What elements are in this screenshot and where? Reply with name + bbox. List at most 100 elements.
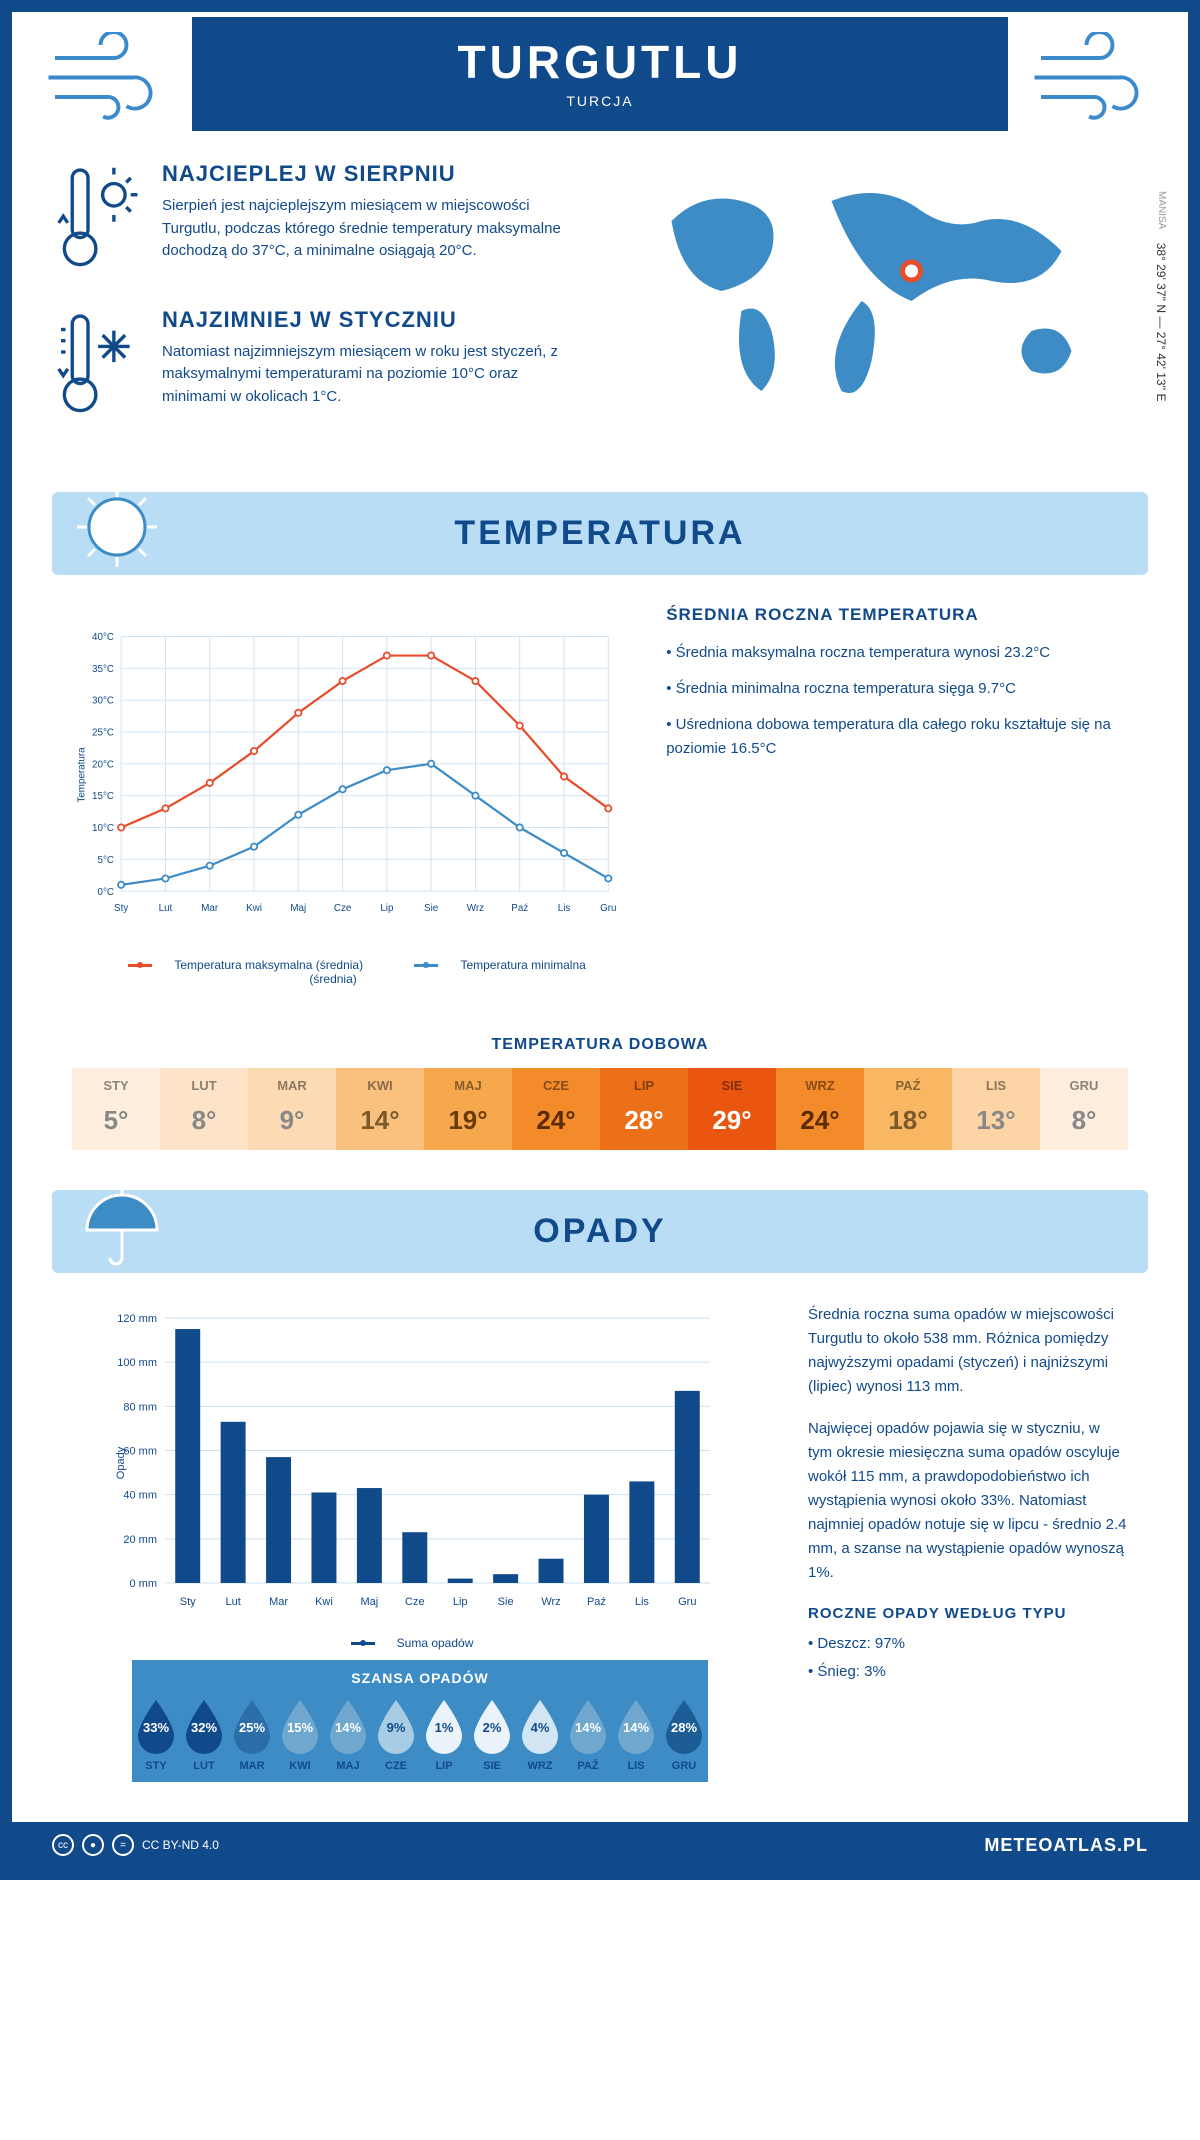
svg-text:Sie: Sie xyxy=(424,903,439,914)
umbrella-icon xyxy=(72,1180,162,1270)
coldest-title: NAJZIMNIEJ W STYCZNIU xyxy=(162,307,585,333)
wind-icon-left xyxy=(42,32,172,122)
temperature-section-header: TEMPERATURA xyxy=(52,492,1148,575)
header-area: TURGUTLU TURCJA xyxy=(12,12,1188,131)
svg-text:Sie: Sie xyxy=(498,1596,514,1608)
precipitation-by-type: ROCZNE OPADY WEDŁUG TYPU • Deszcz: 97%• … xyxy=(808,1605,1128,1684)
thermometer-snow-icon xyxy=(52,307,142,425)
brand-label: METEOATLAS.PL xyxy=(984,1835,1148,1856)
cc-icon: cc xyxy=(52,1834,74,1856)
svg-text:Lip: Lip xyxy=(453,1596,468,1608)
svg-text:Opady: Opady xyxy=(115,1446,127,1479)
daily-temp-cell: SIE29° xyxy=(688,1068,776,1150)
coords-value: 38° 29' 37'' N — 27° 42' 13'' E xyxy=(1154,243,1168,402)
temp-chart-legend: Temperatura maksymalna (średnia) Tempera… xyxy=(72,958,626,986)
chance-drop: 14%PAŹ xyxy=(564,1696,612,1772)
svg-text:Lut: Lut xyxy=(159,903,173,914)
chance-drop: 9%CZE xyxy=(372,1696,420,1772)
temp-stat-bullet: • Średnia minimalna roczna temperatura s… xyxy=(666,677,1128,701)
svg-text:Lut: Lut xyxy=(225,1596,240,1608)
svg-text:Wrz: Wrz xyxy=(541,1596,560,1608)
svg-text:80 mm: 80 mm xyxy=(123,1401,157,1413)
svg-text:Paź: Paź xyxy=(587,1596,606,1608)
chance-drop: 15%KWI xyxy=(276,1696,324,1772)
chance-drop: 14%LIS xyxy=(612,1696,660,1772)
city-title: TURGUTLU xyxy=(192,35,1008,89)
svg-text:30°C: 30°C xyxy=(92,696,114,707)
svg-text:Sty: Sty xyxy=(114,903,128,914)
intro-section: NAJCIEPLEJ W SIERPNIU Sierpień jest najc… xyxy=(12,131,1188,482)
daily-temp-cell: KWI14° xyxy=(336,1068,424,1150)
daily-temp-cell: GRU8° xyxy=(1040,1068,1128,1150)
svg-text:25°C: 25°C xyxy=(92,728,114,739)
svg-text:Kwi: Kwi xyxy=(315,1596,333,1608)
daily-temp-cell: MAR9° xyxy=(248,1068,336,1150)
precip-type-title: ROCZNE OPADY WEDŁUG TYPU xyxy=(808,1605,1128,1622)
svg-text:Wrz: Wrz xyxy=(467,903,484,914)
daily-temp-title: TEMPERATURA DOBOWA xyxy=(12,1036,1188,1054)
daily-temp-cell: WRZ24° xyxy=(776,1068,864,1150)
precip-type-item: • Śnieg: 3% xyxy=(808,1660,1128,1684)
svg-text:20 mm: 20 mm xyxy=(123,1534,157,1546)
nd-icon: = xyxy=(112,1834,134,1856)
hottest-text: Sierpień jest najcieplejszym miesiącem w… xyxy=(162,195,585,263)
svg-text:Temperatura: Temperatura xyxy=(77,747,88,803)
daily-temp-table: STY5°LUT8°MAR9°KWI14°MAJ19°CZE24°LIP28°S… xyxy=(72,1068,1128,1150)
coordinates: MANISA 38° 29' 37'' N — 27° 42' 13'' E xyxy=(1154,191,1168,401)
daily-temp-cell: CZE24° xyxy=(512,1068,600,1150)
chance-drop: 14%MAJ xyxy=(324,1696,372,1772)
svg-text:Gru: Gru xyxy=(678,1596,696,1608)
temperature-title: TEMPERATURA xyxy=(454,514,745,552)
sun-icon xyxy=(72,482,162,572)
chance-drop: 28%GRU xyxy=(660,1696,708,1772)
title-banner: TURGUTLU TURCJA xyxy=(192,17,1008,131)
svg-text:Cze: Cze xyxy=(405,1596,425,1608)
precipitation-title: OPADY xyxy=(533,1212,666,1250)
world-map: MANISA 38° 29' 37'' N — 27° 42' 13'' E xyxy=(615,161,1148,426)
precip-para-2: Najwięcej opadów pojawia się w styczniu,… xyxy=(808,1417,1128,1585)
svg-text:5°C: 5°C xyxy=(98,855,115,866)
svg-text:40°C: 40°C xyxy=(92,632,114,643)
hottest-block: NAJCIEPLEJ W SIERPNIU Sierpień jest najc… xyxy=(52,161,585,279)
wind-icon-right xyxy=(1028,32,1158,122)
svg-text:Paź: Paź xyxy=(511,903,528,914)
svg-text:20°C: 20°C xyxy=(92,759,114,770)
precipitation-chance-band: SZANSA OPADÓW 33%STY32%LUT25%MAR15%KWI14… xyxy=(132,1660,708,1782)
svg-text:35°C: 35°C xyxy=(92,664,114,675)
svg-text:0 mm: 0 mm xyxy=(130,1578,158,1590)
svg-text:Lis: Lis xyxy=(558,903,571,914)
coldest-text: Natomiast najzimniejszym miesiącem w rok… xyxy=(162,341,585,409)
chance-drop: 25%MAR xyxy=(228,1696,276,1772)
temperature-line-chart: 0°C5°C10°C15°C20°C25°C30°C35°C40°CStyLut… xyxy=(72,605,626,986)
temp-stat-bullet: • Średnia maksymalna roczna temperatura … xyxy=(666,641,1128,665)
temp-stat-bullet: • Uśredniona dobowa temperatura dla całe… xyxy=(666,713,1128,761)
daily-temp-cell: LUT8° xyxy=(160,1068,248,1150)
chance-drop: 33%STY xyxy=(132,1696,180,1772)
svg-text:60 mm: 60 mm xyxy=(123,1446,157,1458)
svg-text:Mar: Mar xyxy=(201,903,219,914)
daily-temp-cell: MAJ19° xyxy=(424,1068,512,1150)
precipitation-description: Średnia roczna suma opadów w miejscowośc… xyxy=(808,1303,1128,1585)
svg-text:Sty: Sty xyxy=(180,1596,196,1608)
chance-drop: 1%LIP xyxy=(420,1696,468,1772)
temp-stats-title: ŚREDNIA ROCZNA TEMPERATURA xyxy=(666,605,1128,625)
svg-text:Maj: Maj xyxy=(290,903,306,914)
daily-temp-cell: LIP28° xyxy=(600,1068,688,1150)
precipitation-bar-chart: 0 mm20 mm40 mm60 mm80 mm100 mm120 mmOpad… xyxy=(72,1303,768,1650)
svg-text:15°C: 15°C xyxy=(92,791,114,802)
svg-text:Lip: Lip xyxy=(380,903,394,914)
daily-temp-cell: LIS13° xyxy=(952,1068,1040,1150)
svg-text:120 mm: 120 mm xyxy=(117,1313,157,1325)
svg-text:Maj: Maj xyxy=(361,1596,379,1608)
region-label: MANISA xyxy=(1156,191,1167,229)
temperature-stats: ŚREDNIA ROCZNA TEMPERATURA • Średnia mak… xyxy=(666,605,1128,986)
svg-text:Kwi: Kwi xyxy=(246,903,262,914)
license-text: CC BY-ND 4.0 xyxy=(142,1838,219,1852)
precipitation-section-header: OPADY xyxy=(52,1190,1148,1273)
hottest-title: NAJCIEPLEJ W SIERPNIU xyxy=(162,161,585,187)
svg-text:Cze: Cze xyxy=(334,903,352,914)
precip-para-1: Średnia roczna suma opadów w miejscowośc… xyxy=(808,1303,1128,1399)
svg-text:Lis: Lis xyxy=(635,1596,650,1608)
chance-drop: 4%WRZ xyxy=(516,1696,564,1772)
daily-temp-cell: STY5° xyxy=(72,1068,160,1150)
